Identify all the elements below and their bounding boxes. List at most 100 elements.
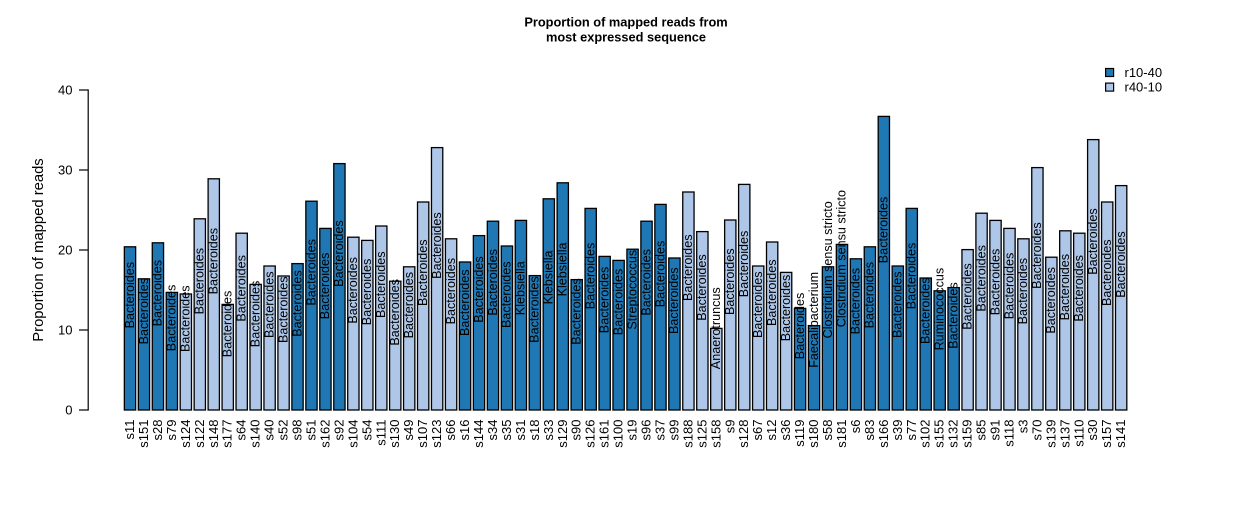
svg-text:Bacteroides: Bacteroides: [1100, 239, 1114, 306]
svg-text:Bacteroides: Bacteroides: [751, 271, 765, 338]
svg-text:Bacteroides: Bacteroides: [667, 267, 681, 334]
svg-text:r10-40: r10-40: [1125, 65, 1163, 80]
svg-text:Bacteroides: Bacteroides: [123, 262, 137, 329]
svg-text:s155: s155: [932, 420, 947, 448]
svg-text:s181: s181: [834, 420, 849, 448]
svg-text:Bacteroides: Bacteroides: [1086, 208, 1100, 275]
svg-text:Bacteroides: Bacteroides: [653, 241, 667, 308]
svg-text:Clostridium sensu stricto: Clostridium sensu stricto: [821, 201, 835, 338]
svg-text:s33: s33: [541, 420, 556, 441]
svg-text:s37: s37: [652, 420, 667, 441]
svg-text:Bacteroides: Bacteroides: [779, 275, 793, 342]
svg-text:s166: s166: [876, 420, 891, 448]
svg-text:30: 30: [58, 163, 72, 178]
svg-text:s16: s16: [457, 420, 472, 441]
svg-text:Bacteroides: Bacteroides: [681, 234, 695, 301]
svg-text:Bacteroides: Bacteroides: [179, 285, 193, 352]
svg-text:0: 0: [65, 403, 72, 418]
svg-text:r40-10: r40-10: [1125, 80, 1163, 95]
svg-text:s28: s28: [150, 420, 165, 441]
svg-text:s123: s123: [429, 420, 444, 448]
svg-text:Bacteroides: Bacteroides: [793, 293, 807, 360]
svg-text:s99: s99: [666, 420, 681, 441]
svg-text:s119: s119: [792, 420, 807, 447]
svg-text:Bacteroides: Bacteroides: [988, 249, 1002, 316]
svg-text:Bacteroides: Bacteroides: [165, 285, 179, 352]
svg-text:s141: s141: [1113, 420, 1128, 448]
svg-text:s52: s52: [276, 420, 291, 441]
svg-text:Proportion of mapped reads: Proportion of mapped reads: [31, 158, 47, 341]
svg-text:Bacteroides: Bacteroides: [332, 220, 346, 287]
svg-text:Bacteroides: Bacteroides: [695, 254, 709, 321]
svg-text:s39: s39: [890, 420, 905, 441]
svg-text:s144: s144: [471, 420, 486, 448]
svg-text:Bacteroides: Bacteroides: [877, 197, 891, 264]
svg-text:s49: s49: [401, 420, 416, 441]
svg-text:s100: s100: [611, 420, 626, 448]
svg-text:Bacteroides: Bacteroides: [290, 270, 304, 337]
svg-text:s51: s51: [303, 420, 318, 441]
svg-text:Bacteroides: Bacteroides: [1016, 258, 1030, 325]
svg-text:Bacteroides: Bacteroides: [765, 259, 779, 326]
svg-text:s36: s36: [778, 420, 793, 441]
svg-text:s40: s40: [262, 420, 277, 441]
svg-text:s90: s90: [569, 420, 584, 441]
svg-text:Streptococcus: Streptococcus: [625, 250, 639, 330]
svg-text:s161: s161: [597, 420, 612, 448]
svg-text:s30: s30: [1085, 420, 1100, 441]
svg-text:s158: s158: [708, 420, 723, 448]
svg-text:s58: s58: [820, 420, 835, 441]
svg-text:Bacteroides: Bacteroides: [905, 243, 919, 310]
svg-text:s137: s137: [1057, 420, 1072, 448]
svg-text:Bacteroides: Bacteroides: [248, 281, 262, 348]
svg-text:s19: s19: [625, 420, 640, 441]
svg-text:Ruminococcus: Ruminococcus: [932, 268, 946, 351]
svg-text:Bacteroides: Bacteroides: [1072, 255, 1086, 322]
svg-text:Bacteroides: Bacteroides: [193, 248, 207, 315]
svg-text:Bacteroides: Bacteroides: [891, 271, 905, 338]
svg-text:Bacteroides: Bacteroides: [737, 231, 751, 298]
svg-text:Bacteroides: Bacteroides: [486, 249, 500, 316]
svg-text:s157: s157: [1099, 420, 1114, 448]
svg-text:s129: s129: [555, 420, 570, 448]
svg-text:s188: s188: [680, 420, 695, 448]
svg-text:s148: s148: [206, 420, 221, 448]
svg-text:Bacteroides: Bacteroides: [276, 276, 290, 343]
svg-text:Bacteroides: Bacteroides: [346, 257, 360, 324]
svg-text:s18: s18: [527, 420, 542, 441]
svg-text:Bacteroides: Bacteroides: [1044, 267, 1058, 334]
svg-text:s12: s12: [764, 420, 779, 441]
svg-text:10: 10: [58, 323, 72, 338]
svg-text:s3: s3: [1015, 420, 1030, 434]
svg-text:Bacteroides: Bacteroides: [234, 255, 248, 322]
svg-text:s91: s91: [988, 420, 1003, 441]
svg-text:Bacteroides: Bacteroides: [472, 256, 486, 323]
svg-text:Bacteroides: Bacteroides: [1058, 254, 1072, 321]
svg-text:s180: s180: [806, 420, 821, 448]
svg-text:s107: s107: [415, 420, 430, 448]
svg-text:s128: s128: [736, 420, 751, 448]
svg-text:s139: s139: [1043, 420, 1058, 448]
svg-text:s122: s122: [192, 420, 207, 448]
svg-text:Klebsiella: Klebsiella: [542, 250, 556, 304]
svg-text:s132: s132: [946, 420, 961, 448]
svg-text:s92: s92: [331, 420, 346, 441]
svg-text:Bacteroides: Bacteroides: [262, 271, 276, 338]
svg-text:Bacteroides: Bacteroides: [863, 262, 877, 329]
svg-text:Bacteroides: Bacteroides: [919, 277, 933, 344]
svg-text:s177: s177: [220, 420, 235, 448]
svg-text:s79: s79: [164, 420, 179, 441]
svg-text:Bacteroides: Bacteroides: [304, 239, 318, 306]
svg-text:Bacteroides: Bacteroides: [221, 291, 235, 358]
svg-text:Bacteroides: Bacteroides: [723, 248, 737, 315]
svg-text:s125: s125: [694, 420, 709, 448]
svg-text:Bacteroides: Bacteroides: [402, 272, 416, 339]
svg-text:s102: s102: [918, 420, 933, 448]
svg-text:Bacteroides: Bacteroides: [444, 258, 458, 325]
svg-text:s64: s64: [234, 420, 249, 441]
svg-text:Bacteroides: Bacteroides: [960, 263, 974, 330]
svg-text:Bacteroides: Bacteroides: [458, 269, 472, 336]
svg-text:Bacteroides: Bacteroides: [849, 268, 863, 335]
svg-text:s66: s66: [443, 420, 458, 441]
svg-text:Bacteroides: Bacteroides: [528, 276, 542, 343]
